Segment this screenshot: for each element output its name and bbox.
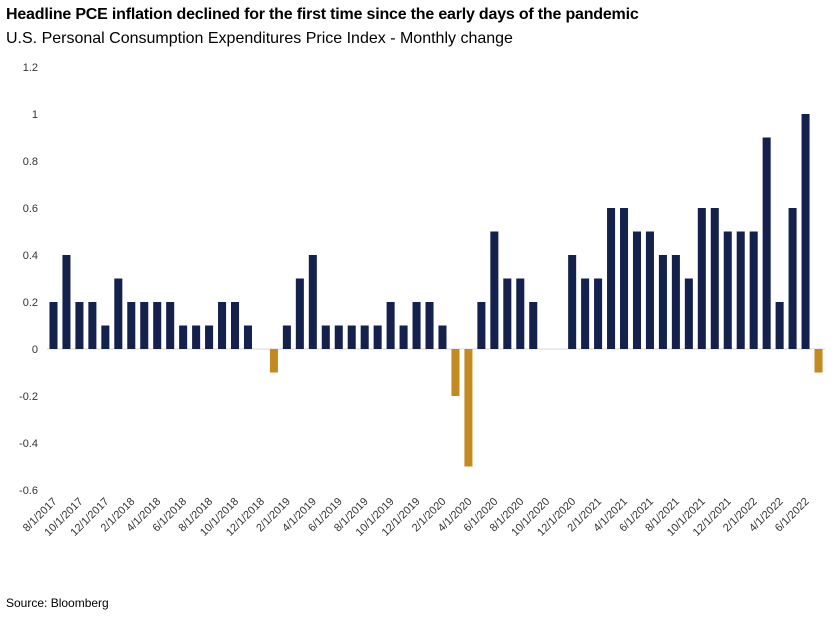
bar <box>736 231 745 349</box>
bar <box>192 325 201 349</box>
bar <box>503 278 512 349</box>
y-tick-label: -0.2 <box>19 391 38 403</box>
bar <box>749 231 758 349</box>
bar <box>490 231 499 349</box>
chart-title: Headline PCE inflation declined for the … <box>6 6 639 23</box>
y-tick-label: 0.2 <box>23 297 38 309</box>
bar <box>321 325 330 349</box>
y-tick-label: 1.2 <box>23 62 38 74</box>
bar <box>801 114 810 349</box>
bar <box>75 302 84 349</box>
bar <box>282 325 291 349</box>
x-axis: 8/1/201710/1/201712/1/20172/1/20184/1/20… <box>21 496 812 539</box>
bar <box>218 302 227 349</box>
bar <box>49 302 58 349</box>
negative-bar <box>814 349 823 373</box>
bar <box>529 302 538 349</box>
bar-chart: 1.2 1 0.8 0.6 0.4 0.2 0 -0.2 -0.4 -0.6 8/1/201710… <box>19 62 825 539</box>
bar <box>308 255 317 349</box>
bar <box>788 208 797 349</box>
bar <box>114 278 123 349</box>
bar <box>607 208 616 349</box>
bar <box>581 278 590 349</box>
y-tick-label: 1 <box>32 109 38 121</box>
bar <box>230 302 240 349</box>
y-tick-label: 0.8 <box>23 156 38 168</box>
bar <box>360 325 369 349</box>
bar <box>710 208 719 349</box>
bar <box>101 325 110 349</box>
bar <box>697 208 706 349</box>
bar <box>425 302 434 349</box>
bar <box>153 302 162 349</box>
bar <box>373 325 382 349</box>
bar-series <box>49 114 823 467</box>
bar <box>62 255 71 349</box>
bar <box>88 302 97 349</box>
bar <box>658 255 667 349</box>
negative-bar <box>269 349 278 373</box>
bar <box>645 231 654 349</box>
bar <box>127 302 136 349</box>
bar <box>399 325 408 349</box>
bar <box>205 325 214 349</box>
bar <box>619 208 629 349</box>
bar <box>477 302 486 349</box>
negative-bar <box>451 349 460 396</box>
bar <box>438 325 447 349</box>
chart-subtitle: U.S. Personal Consumption Expenditures P… <box>6 30 513 47</box>
y-tick-label: -0.4 <box>19 438 38 450</box>
bar <box>632 231 642 349</box>
negative-bar <box>464 349 473 467</box>
y-axis: 1.2 1 0.8 0.6 0.4 0.2 0 -0.2 -0.4 -0.6 <box>19 62 825 497</box>
y-tick-label: -0.6 <box>19 485 38 497</box>
bar <box>386 302 395 349</box>
bar <box>243 325 253 349</box>
bar <box>412 302 421 349</box>
bar <box>166 302 175 349</box>
y-tick-label: 0.4 <box>23 250 38 262</box>
bar <box>347 325 356 349</box>
bar <box>516 278 525 349</box>
bar <box>594 278 603 349</box>
y-tick-label: 0.6 <box>23 203 38 215</box>
bar <box>775 302 784 349</box>
bar <box>684 278 693 349</box>
bar <box>334 325 343 349</box>
bar <box>179 325 188 349</box>
bar <box>568 255 577 349</box>
bar <box>723 231 732 349</box>
y-tick-label: 0 <box>32 344 38 356</box>
source-note: Source: Bloomberg <box>6 596 109 610</box>
bar <box>295 278 304 349</box>
bar <box>140 302 149 349</box>
bar <box>762 137 771 349</box>
bar <box>671 255 680 349</box>
